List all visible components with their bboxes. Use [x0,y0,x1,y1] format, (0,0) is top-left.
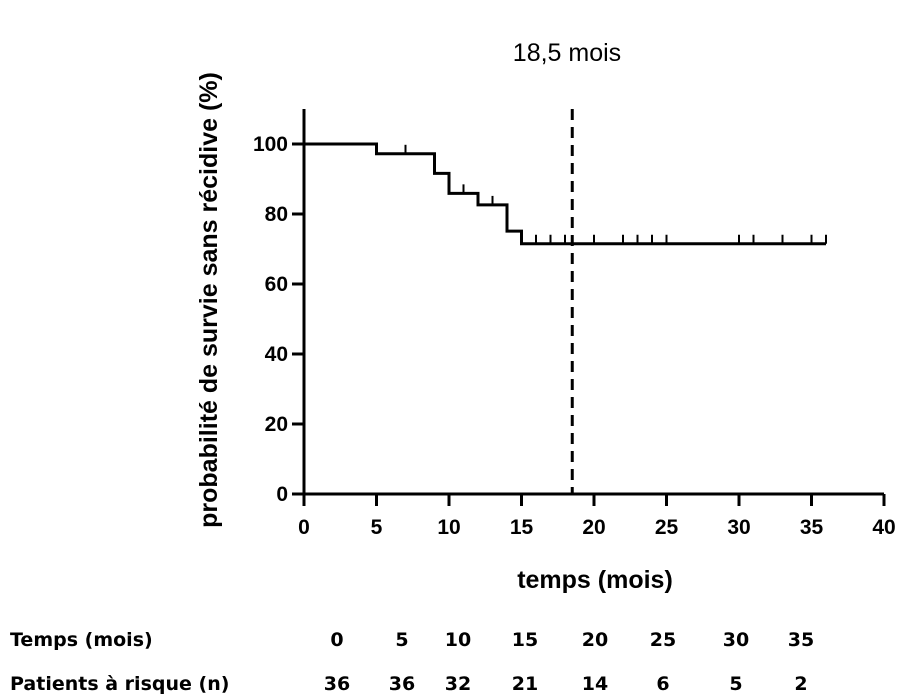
y-tick-label: 100 [253,133,288,156]
y-tick-label: 40 [265,343,288,366]
y-axis-label: probabilité de survie sans récidive (%) [195,72,223,528]
x-tick-label: 15 [510,516,534,539]
risk-table-patients-label: Patients à risque (n) [10,673,229,695]
y-tick-label: 80 [265,203,288,226]
y-tick-label: 0 [276,483,288,506]
axes: 0 20 40 60 80 100 0 5 10 15 20 25 30 35 40 [253,109,896,539]
risk-table-patients-cell: 2 [794,673,807,695]
x-tick-label: 40 [872,516,895,539]
risk-table-patients-cell: 6 [656,673,669,695]
risk-table-patients-cell: 36 [324,673,350,695]
risk-table-time-cell: 20 [582,629,608,651]
risk-table-patients-cell: 14 [582,673,608,695]
x-tick-label: 20 [582,516,605,539]
y-tick-label: 20 [265,413,288,436]
risk-table: Temps (mois) Patients à risque (n) 0 5 10 1… [10,629,814,695]
x-tick-label: 30 [727,516,750,539]
risk-table-time-cell: 0 [330,629,343,651]
risk-table-time-cell: 15 [512,629,538,651]
x-tick-label: 0 [298,516,310,539]
risk-table-time-cell: 30 [723,629,749,651]
y-tick-label: 60 [265,273,288,296]
risk-table-time-cell: 35 [788,629,814,651]
median-annotation: 18,5 mois [513,39,621,67]
x-tick-label: 5 [371,516,383,539]
risk-table-time-label: Temps (mois) [10,629,153,651]
risk-table-patients-cell: 5 [729,673,742,695]
risk-table-time-cell: 10 [445,629,471,651]
plot-area [304,109,827,494]
risk-table-patients-cell: 21 [512,673,538,695]
x-axis-label: temps (mois) [517,566,673,594]
x-tick-label: 25 [655,516,679,539]
x-tick-label: 10 [437,516,460,539]
x-tick-label: 35 [800,516,824,539]
risk-table-patients-cell: 32 [445,673,471,695]
risk-table-patients-cell: 36 [389,673,415,695]
survival-curve [304,142,826,246]
risk-table-time-cell: 5 [395,629,408,651]
risk-table-time-cell: 25 [650,629,676,651]
